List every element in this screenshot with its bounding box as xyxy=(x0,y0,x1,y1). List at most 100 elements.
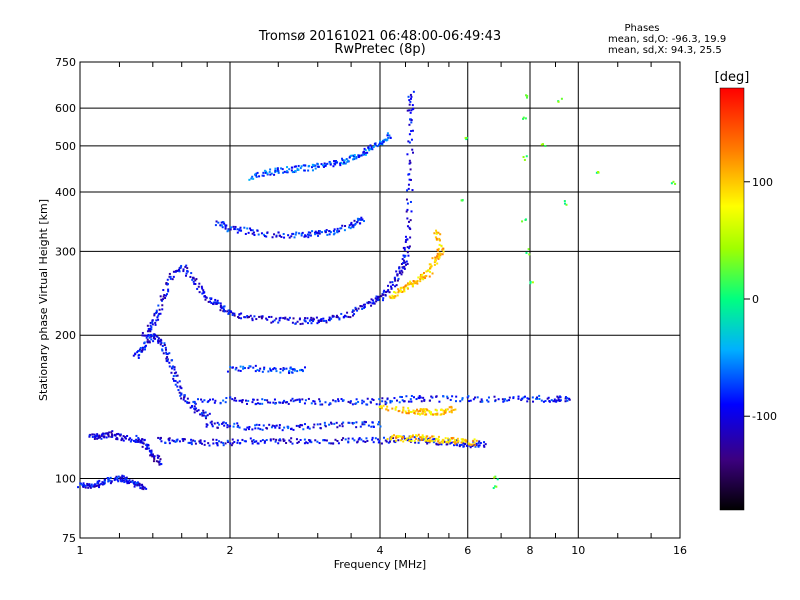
data-point xyxy=(174,383,177,386)
data-point xyxy=(109,482,112,485)
data-point xyxy=(328,423,331,426)
data-point xyxy=(171,278,174,281)
data-point xyxy=(153,314,156,317)
data-point xyxy=(374,297,377,300)
data-point xyxy=(267,370,270,373)
data-point xyxy=(218,440,221,443)
data-point xyxy=(481,400,484,403)
phases-x-stats: mean, sd,X: 94.3, 25.5 xyxy=(608,45,722,56)
data-point xyxy=(168,361,171,364)
data-point xyxy=(408,109,411,112)
data-point xyxy=(290,427,293,430)
data-point xyxy=(416,280,419,283)
data-point xyxy=(291,321,294,324)
data-point xyxy=(155,335,158,338)
data-point xyxy=(403,290,406,293)
data-point xyxy=(318,400,321,403)
data-point xyxy=(317,321,320,324)
data-point xyxy=(98,483,101,486)
data-point xyxy=(442,247,445,250)
data-point xyxy=(191,278,194,281)
data-point xyxy=(123,481,126,484)
data-point xyxy=(449,438,452,441)
data-point xyxy=(403,256,406,259)
data-point xyxy=(450,405,453,408)
data-point xyxy=(288,316,291,319)
data-point xyxy=(231,312,234,315)
data-point xyxy=(166,353,169,356)
data-point xyxy=(424,408,427,411)
data-point xyxy=(354,222,357,225)
data-point xyxy=(409,100,412,103)
data-point xyxy=(213,422,216,425)
data-point xyxy=(343,314,346,317)
data-point xyxy=(276,167,279,170)
data-point xyxy=(180,387,183,390)
data-point xyxy=(241,438,244,441)
data-point xyxy=(153,457,156,460)
data-point xyxy=(455,395,458,398)
data-point xyxy=(417,437,420,440)
data-point xyxy=(494,485,497,488)
data-point xyxy=(205,425,208,428)
data-point xyxy=(146,447,149,450)
data-point xyxy=(161,348,164,351)
data-point xyxy=(233,312,236,315)
data-point xyxy=(402,406,405,409)
data-point xyxy=(408,247,411,250)
data-point xyxy=(274,426,277,429)
data-point xyxy=(348,224,351,227)
data-point xyxy=(283,236,286,239)
data-point xyxy=(291,171,294,174)
data-point xyxy=(357,307,360,310)
data-point xyxy=(269,173,272,176)
data-point xyxy=(160,339,163,342)
chart-subtitle: RwPretec (8p) xyxy=(334,42,425,57)
colorbar xyxy=(719,87,745,511)
data-point xyxy=(406,208,409,211)
data-point xyxy=(434,439,437,442)
data-point xyxy=(159,436,162,439)
data-point xyxy=(145,336,148,339)
data-point xyxy=(254,427,257,430)
data-point xyxy=(306,442,309,445)
data-point xyxy=(212,301,215,304)
data-point xyxy=(198,440,201,443)
data-point xyxy=(154,323,157,326)
colorbar-tick-label: -100 xyxy=(752,410,777,423)
data-point xyxy=(327,318,330,321)
data-point xyxy=(178,391,181,394)
data-point xyxy=(417,439,420,442)
data-point xyxy=(324,439,327,442)
data-point xyxy=(392,437,395,440)
data-point xyxy=(535,397,538,400)
data-point xyxy=(214,298,217,301)
data-point xyxy=(517,397,520,400)
data-point xyxy=(437,257,440,260)
data-point xyxy=(369,148,372,151)
data-point xyxy=(199,413,202,416)
data-point xyxy=(116,438,119,441)
y-tick-label: 200 xyxy=(55,329,76,342)
data-point xyxy=(361,218,364,221)
data-point xyxy=(279,439,282,442)
data-point xyxy=(128,438,131,441)
data-point xyxy=(390,400,393,403)
data-point xyxy=(350,223,353,226)
data-point xyxy=(286,318,289,321)
data-point xyxy=(566,399,569,402)
data-point xyxy=(302,428,305,431)
data-point xyxy=(252,177,255,180)
data-point xyxy=(451,395,454,398)
data-point xyxy=(155,319,158,322)
data-point xyxy=(294,399,297,402)
data-point xyxy=(174,440,177,443)
data-point xyxy=(251,440,254,443)
data-point xyxy=(281,401,284,404)
data-point xyxy=(402,261,405,264)
data-point xyxy=(171,359,174,362)
data-point xyxy=(416,282,419,285)
data-point xyxy=(274,167,277,170)
data-point xyxy=(469,446,472,449)
data-point xyxy=(192,280,195,283)
